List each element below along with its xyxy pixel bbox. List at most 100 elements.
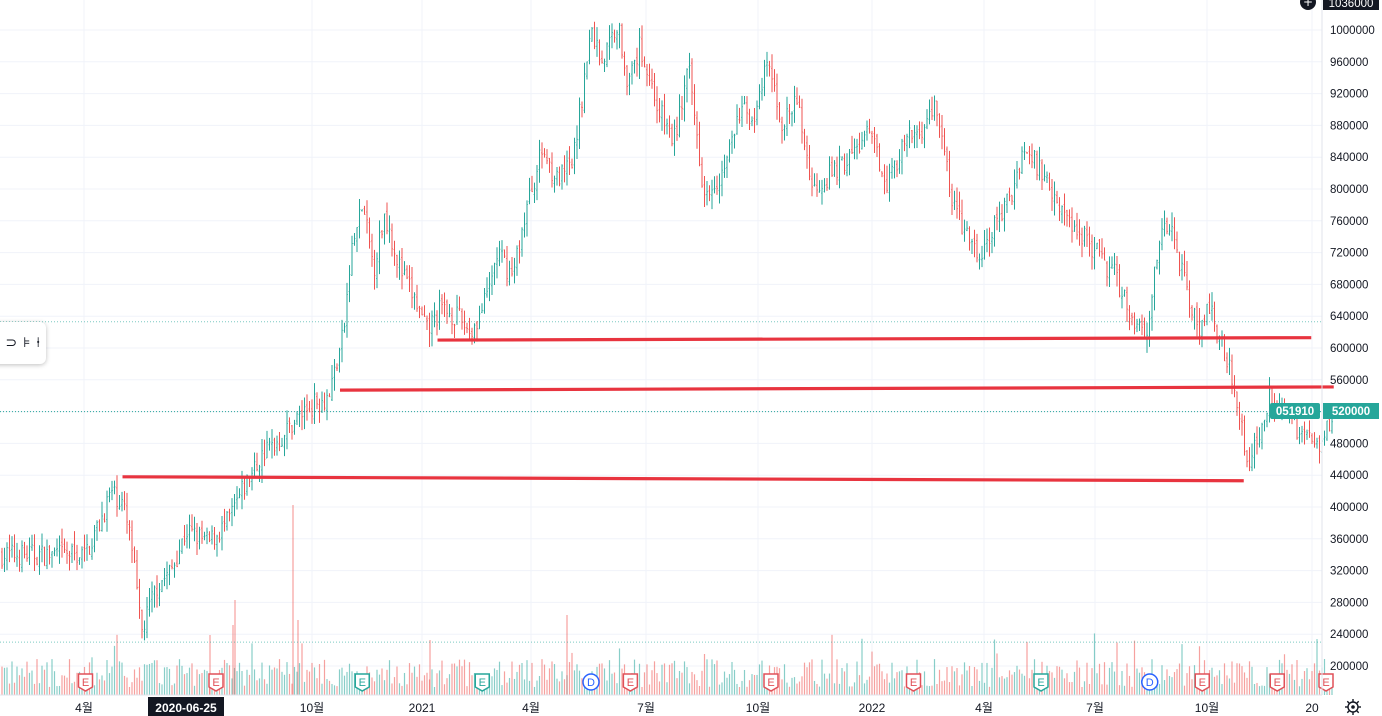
earnings-marker[interactable]: E [77, 673, 94, 692]
volume-bar [958, 685, 961, 695]
volume-bar [838, 683, 841, 695]
volume-bar [426, 672, 428, 695]
volume-bar [1261, 685, 1263, 695]
volume-bar [198, 674, 201, 695]
price-tick-label: 640000 [1330, 311, 1368, 323]
volume-bar [496, 669, 498, 695]
event-marker-label: D [1146, 677, 1154, 689]
volume-bar [106, 660, 108, 695]
volume-bar [1048, 670, 1051, 695]
event-markers[interactable]: EEEEDEEEEDEEEE [77, 673, 1382, 692]
volume-bar [508, 677, 511, 695]
earnings-marker[interactable]: E [622, 673, 639, 692]
volume-bar [1128, 675, 1131, 695]
volume-bar [1003, 678, 1006, 695]
volume-bar [283, 674, 286, 695]
volume-bar [853, 682, 856, 695]
volume-bar [938, 669, 941, 695]
volume-bar [736, 683, 738, 695]
time-axis[interactable]: 4월 10월 2021 4월 7월 10월 2022 4월 7월 10월 20 [75, 701, 1319, 715]
volume-bar [123, 675, 126, 695]
volume-bar [403, 672, 406, 695]
support-line[interactable] [437, 336, 1312, 342]
volume-spike [429, 640, 431, 695]
crosshair-date-label: 2020-06-25 [155, 701, 217, 715]
volume-bar [1243, 672, 1246, 695]
volume-bar [1211, 667, 1213, 695]
price-axis[interactable]: 1000000 960000 920000 880000 840000 800000 760… [1330, 25, 1375, 673]
grid [0, 0, 1322, 695]
volume-bar [1176, 669, 1178, 695]
support-line[interactable] [339, 385, 1334, 392]
volume-bar [418, 664, 421, 695]
volume-bar [598, 663, 601, 695]
volume-bar [868, 676, 871, 695]
volume-bar [1113, 671, 1116, 695]
volume-bar [291, 683, 293, 695]
flag-icon[interactable]: ⊧ [23, 335, 31, 351]
volume-bar [543, 664, 546, 695]
volume-bar [706, 659, 708, 695]
settings-gear-icon[interactable] [1345, 699, 1361, 715]
volume-bar [1, 666, 3, 695]
support-lines[interactable] [122, 336, 1334, 483]
volume-bar [268, 665, 271, 695]
volume-bar [746, 686, 748, 695]
dividend-marker[interactable]: D [582, 673, 600, 691]
dividend-marker[interactable]: D [1141, 673, 1159, 691]
volume-bar [518, 664, 521, 695]
volume-bar [1053, 677, 1056, 695]
earnings-marker[interactable]: E [354, 673, 370, 692]
drawing-toolbox[interactable]: ⊃ ⊧ ⍿ [0, 322, 46, 364]
volume-bar [648, 684, 651, 695]
earnings-marker[interactable]: E [474, 673, 490, 692]
volume-bar [1228, 678, 1231, 695]
volume-bar [26, 661, 28, 695]
volume-bar [191, 663, 193, 695]
volume-bar [398, 683, 401, 695]
volume-bar [998, 677, 1001, 695]
volume-bar [406, 684, 408, 695]
volume-bar [898, 671, 901, 695]
volume-spike [232, 625, 234, 695]
time-tick-label: 4월 [75, 701, 93, 715]
volume-bar [668, 664, 671, 695]
volume-bar [1068, 682, 1071, 695]
volume-bar [848, 686, 851, 695]
volume-bar [576, 664, 578, 695]
volume-bar [921, 685, 923, 695]
price-tick-label: 280000 [1330, 597, 1368, 609]
pin-icon[interactable]: ⍿ [36, 335, 40, 351]
volume-bar [201, 673, 203, 695]
volume-bar [553, 664, 556, 695]
earnings-marker[interactable]: E [1194, 673, 1210, 692]
volume-bar [556, 678, 558, 695]
volume-bar [1078, 667, 1081, 695]
price-tick-label: 320000 [1330, 566, 1368, 578]
magnet-icon[interactable]: ⊃ [5, 335, 18, 351]
add-alert-icon[interactable] [1300, 0, 1316, 10]
earnings-marker[interactable]: E [208, 673, 224, 692]
volume-bar [583, 681, 586, 695]
earnings-marker[interactable]: E [1033, 673, 1049, 692]
volume-bar [18, 675, 21, 695]
volume-bar [273, 667, 276, 695]
earnings-marker[interactable]: E [905, 673, 922, 692]
volume-bar [173, 683, 176, 695]
volume-bar [716, 660, 718, 695]
earnings-marker[interactable]: E [1318, 673, 1334, 692]
volume-bar [828, 673, 831, 695]
earnings-marker[interactable]: E [1269, 673, 1285, 692]
volume-bar [751, 674, 753, 695]
volume-bar [758, 664, 761, 695]
earnings-icon [905, 673, 922, 692]
earnings-icon [763, 673, 779, 692]
earnings-marker[interactable]: E [763, 673, 779, 692]
volume-bar [413, 666, 416, 695]
support-line[interactable] [122, 475, 1244, 483]
event-marker-label: E [212, 677, 219, 689]
volume-bar [6, 667, 8, 695]
earnings-icon [622, 673, 639, 692]
volume-bar [1076, 660, 1078, 695]
